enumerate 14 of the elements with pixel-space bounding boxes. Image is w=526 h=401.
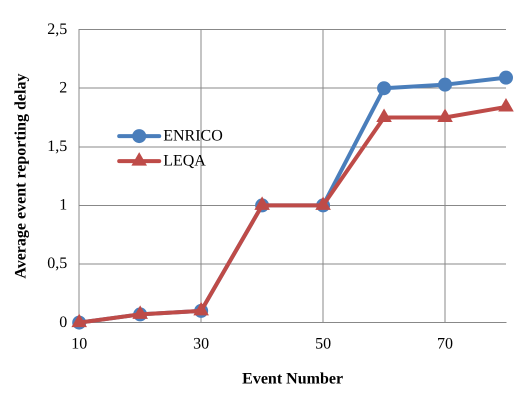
x-tick-label: 70 bbox=[437, 335, 454, 352]
y-tick-label: 0,5 bbox=[47, 255, 68, 272]
x-tick-label: 10 bbox=[71, 335, 88, 352]
x-tick-label: 30 bbox=[193, 335, 210, 352]
y-tick-label: 0 bbox=[59, 314, 68, 331]
legend-label: LEQA bbox=[163, 152, 206, 170]
x-axis-title: Event Number bbox=[242, 370, 344, 388]
x-tick-label: 50 bbox=[315, 335, 332, 352]
y-tick-label: 1 bbox=[59, 196, 68, 214]
y-tick-label: 2,5 bbox=[47, 20, 68, 38]
y-tick-label: 2 bbox=[59, 79, 68, 96]
y-tick-label: 1,5 bbox=[47, 138, 68, 156]
y-axis-title: Average event reporting delay bbox=[12, 74, 30, 279]
legend-label: ENRICO bbox=[163, 127, 223, 144]
